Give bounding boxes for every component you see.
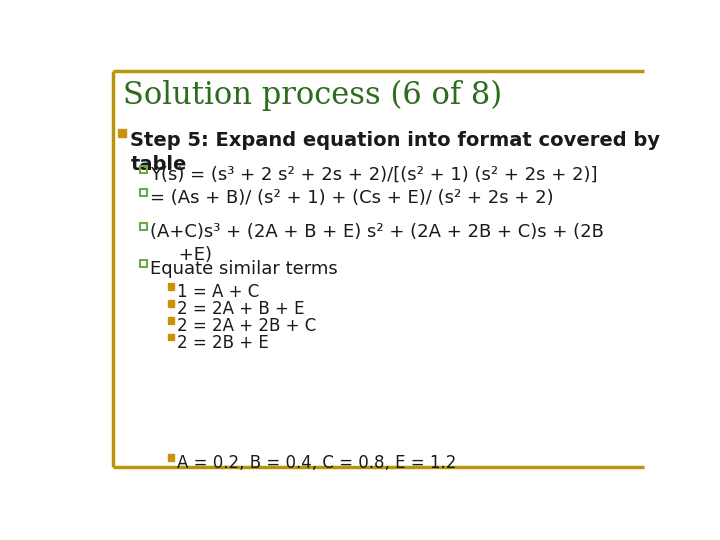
Bar bbox=[118, 130, 126, 137]
Bar bbox=[168, 334, 174, 340]
Bar bbox=[168, 318, 174, 323]
Text: Step 5: Expand equation into format covered by
table: Step 5: Expand equation into format cove… bbox=[130, 131, 660, 174]
Text: 1 = A + C: 1 = A + C bbox=[177, 284, 259, 301]
Bar bbox=[140, 224, 148, 231]
Text: 2 = 2A + 2B + C: 2 = 2A + 2B + C bbox=[177, 318, 316, 335]
Bar bbox=[140, 166, 148, 173]
Text: Y(s) = (s³ + 2 s² + 2s + 2)/[(s² + 1) (s² + 2s + 2)]: Y(s) = (s³ + 2 s² + 2s + 2)/[(s² + 1) (s… bbox=[150, 166, 598, 184]
Bar bbox=[168, 455, 174, 461]
Bar bbox=[140, 189, 148, 195]
Text: 2 = 2B + E: 2 = 2B + E bbox=[177, 334, 269, 352]
Text: Solution process (6 of 8): Solution process (6 of 8) bbox=[122, 80, 502, 111]
Bar bbox=[168, 284, 174, 289]
Text: Equate similar terms: Equate similar terms bbox=[150, 260, 338, 278]
Bar bbox=[168, 300, 174, 307]
Text: 2 = 2A + B + E: 2 = 2A + B + E bbox=[177, 300, 305, 319]
Text: = (As + B)/ (s² + 1) + (Cs + E)/ (s² + 2s + 2): = (As + B)/ (s² + 1) + (Cs + E)/ (s² + 2… bbox=[150, 189, 554, 207]
Text: A = 0.2, B = 0.4, C = 0.8, E = 1.2: A = 0.2, B = 0.4, C = 0.8, E = 1.2 bbox=[177, 455, 456, 472]
Bar bbox=[140, 260, 148, 267]
Text: (A+C)s³ + (2A + B + E) s² + (2A + 2B + C)s + (2B
     +E): (A+C)s³ + (2A + B + E) s² + (2A + 2B + C… bbox=[150, 224, 604, 264]
